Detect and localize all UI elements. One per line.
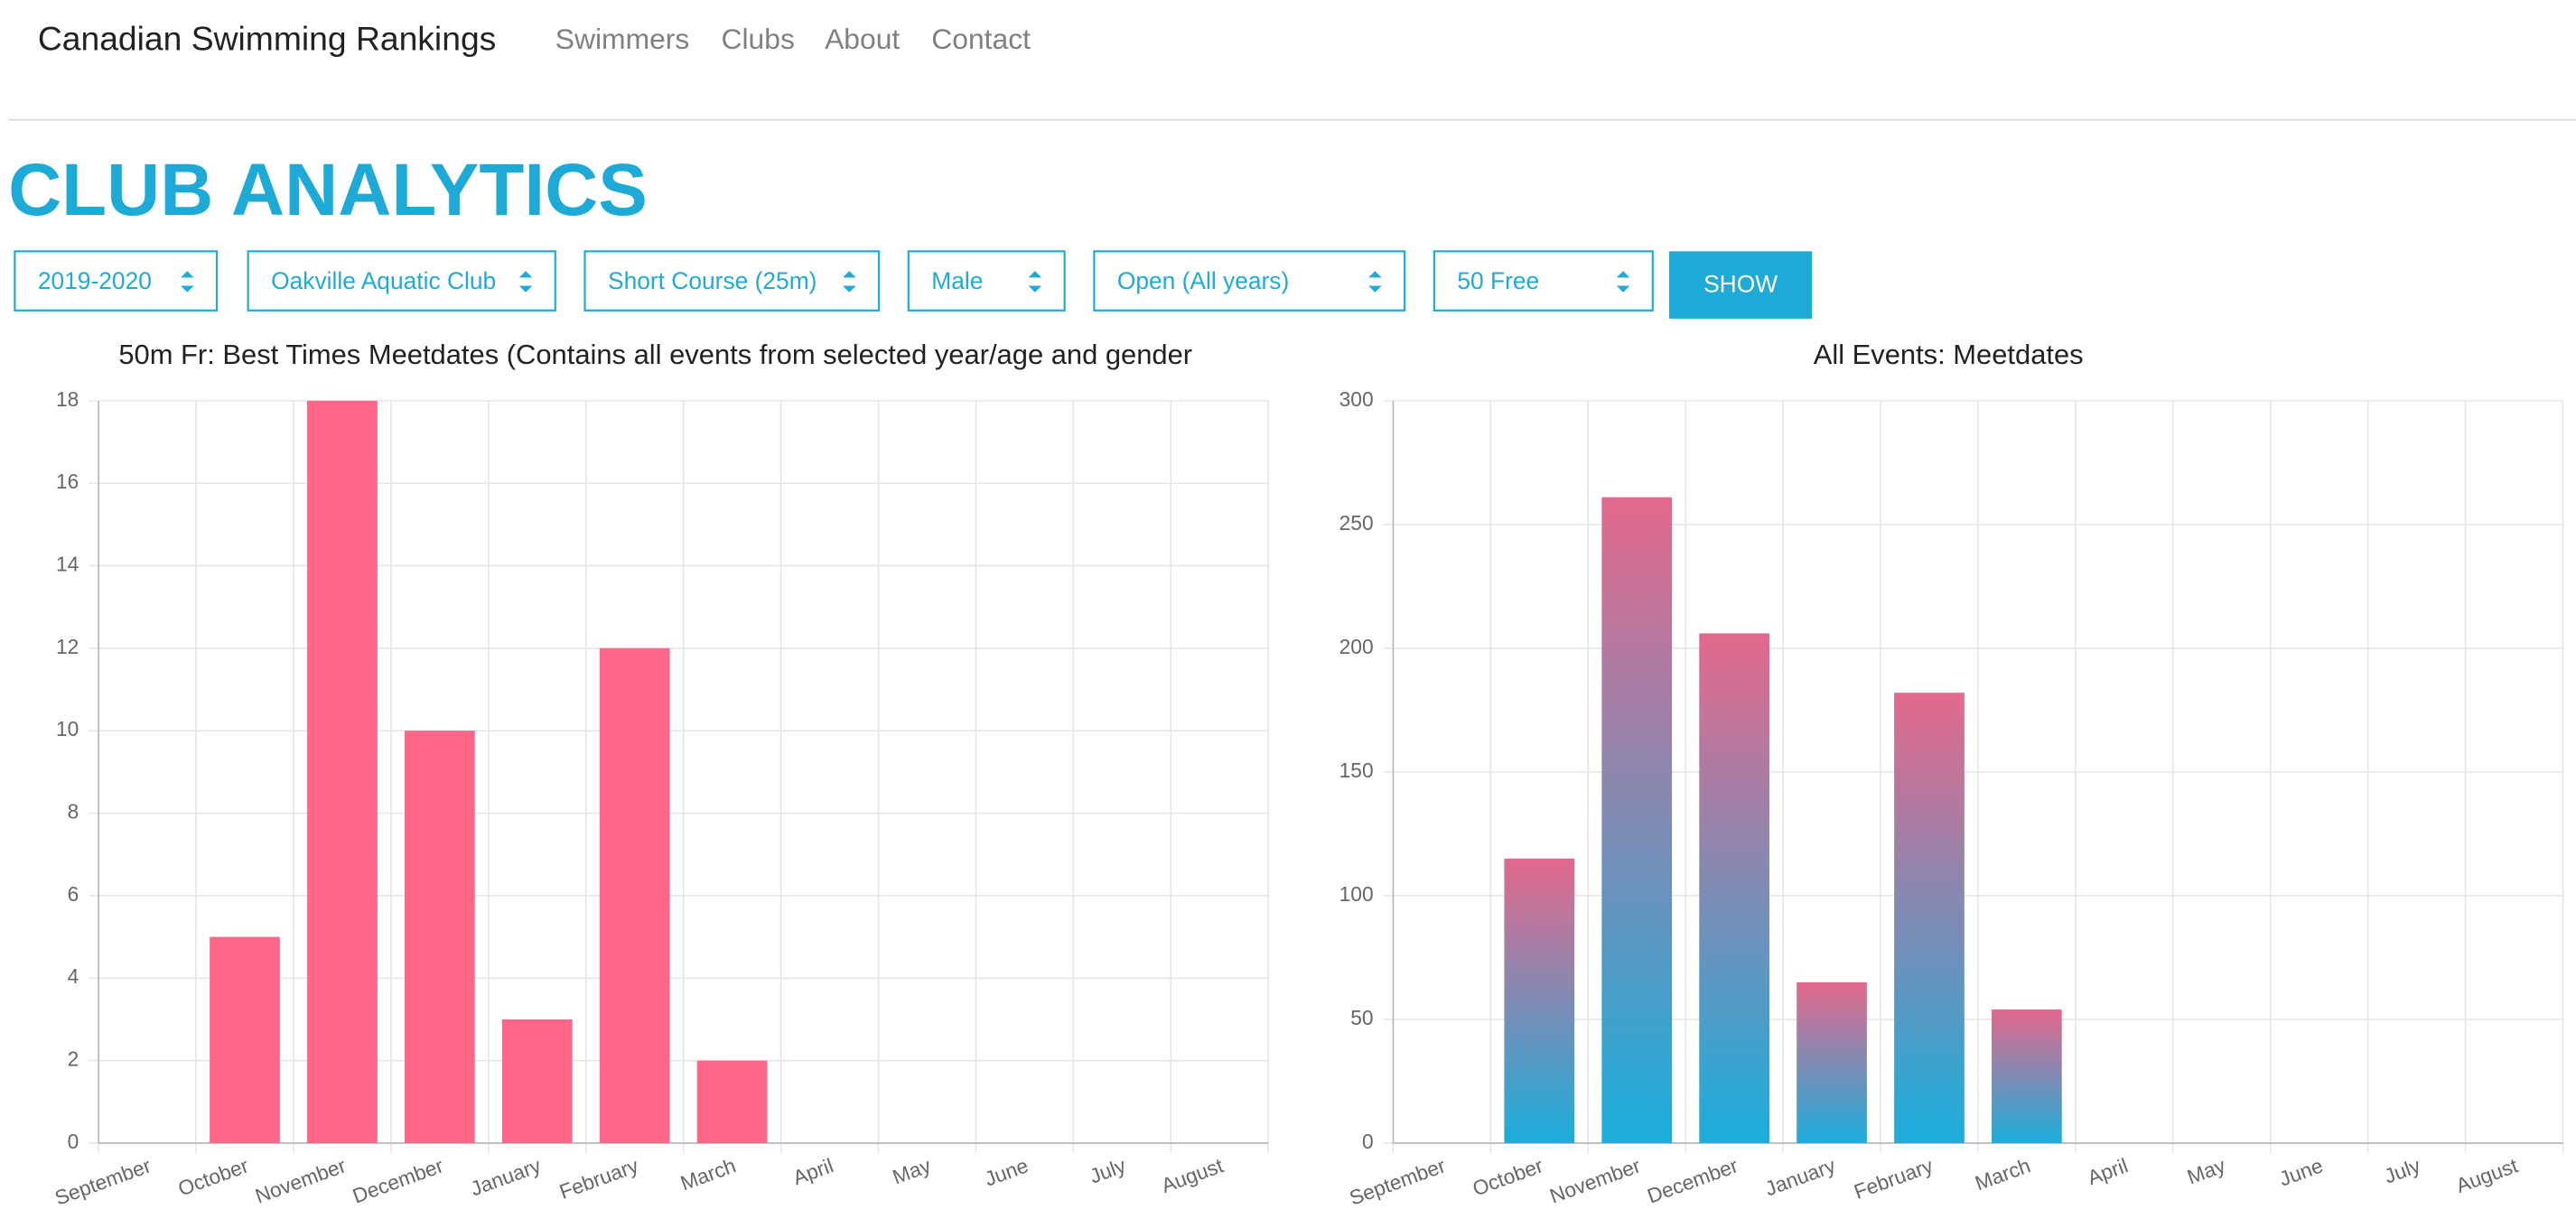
- page-title: CLUB ANALYTICS: [8, 149, 648, 231]
- select-value[interactable]: 2019-2020: [38, 267, 152, 294]
- y-tick-label: 16: [56, 470, 79, 493]
- x-tick-label: June: [982, 1153, 1031, 1190]
- x-tick-label: March: [1972, 1153, 2033, 1195]
- select-value[interactable]: Open (All years): [1117, 267, 1289, 294]
- nav-link[interactable]: Swimmers: [555, 23, 690, 55]
- x-tick-label: January: [1762, 1153, 1839, 1200]
- x-tick-label: July: [1087, 1153, 1129, 1187]
- x-tick-label: November: [1546, 1153, 1644, 1207]
- bar: [501, 1019, 573, 1143]
- select-value[interactable]: 50 Free: [1457, 267, 1539, 294]
- y-tick-label: 10: [56, 717, 79, 740]
- bar: [405, 730, 475, 1143]
- select-box[interactable]: [907, 250, 1066, 312]
- x-tick-label: October: [1470, 1153, 1546, 1200]
- bar: [1601, 497, 1673, 1143]
- x-tick-label: May: [890, 1153, 935, 1188]
- x-tick-label: August: [1158, 1153, 1227, 1197]
- brand[interactable]: Canadian Swimming Rankings: [38, 19, 496, 57]
- show-button-label[interactable]: SHOW: [1703, 270, 1778, 297]
- select-arrow: [181, 271, 194, 293]
- x-tick-label: September: [1346, 1153, 1449, 1210]
- x-tick-label: October: [175, 1153, 252, 1200]
- bar: [210, 936, 280, 1143]
- x-tick-label: August: [2453, 1153, 2522, 1197]
- y-tick-label: 0: [68, 1130, 79, 1153]
- nav-link[interactable]: Clubs: [721, 23, 794, 55]
- x-tick-label: March: [677, 1153, 739, 1195]
- x-tick-label: December: [1644, 1153, 1741, 1207]
- select-box[interactable]: [247, 250, 556, 312]
- bar: [599, 647, 670, 1143]
- y-tick-label: 8: [68, 800, 79, 824]
- select-box[interactable]: [1093, 250, 1406, 312]
- select-value[interactable]: Male: [931, 267, 983, 294]
- x-tick-label: January: [467, 1153, 544, 1200]
- y-tick-label: 4: [68, 964, 79, 988]
- y-tick-label: 2: [68, 1047, 79, 1071]
- x-tick-label: April: [789, 1153, 836, 1189]
- x-tick-label: May: [2184, 1153, 2229, 1188]
- select-value[interactable]: Short Course (25m): [608, 267, 817, 294]
- y-tick-label: 300: [1339, 387, 1374, 411]
- nav-link[interactable]: Contact: [931, 23, 1031, 55]
- x-tick-label: July: [2381, 1153, 2423, 1187]
- x-tick-label: April: [2085, 1153, 2132, 1189]
- select-value[interactable]: Oakville Aquatic Club: [271, 267, 496, 294]
- select-arrow: [1028, 271, 1042, 293]
- chart-title: All Events: Meetdates: [1814, 339, 2084, 370]
- select-box[interactable]: [14, 250, 219, 312]
- x-tick-label: February: [556, 1153, 642, 1204]
- select-arrow: [843, 271, 856, 293]
- bar: [696, 1060, 768, 1143]
- y-tick-label: 12: [56, 635, 79, 658]
- nav-link[interactable]: About: [825, 23, 900, 55]
- y-tick-label: 200: [1339, 635, 1374, 658]
- bar: [1699, 633, 1769, 1143]
- bar: [1894, 693, 1965, 1143]
- y-tick-label: 0: [1362, 1130, 1374, 1153]
- y-tick-label: 50: [1350, 1006, 1373, 1029]
- x-tick-label: September: [51, 1153, 154, 1210]
- select-arrow: [518, 271, 533, 293]
- x-tick-label: February: [1851, 1153, 1937, 1204]
- select-arrow: [1616, 271, 1630, 293]
- bar: [307, 400, 378, 1143]
- bar: [1992, 1009, 2062, 1143]
- y-tick-label: 150: [1339, 758, 1374, 782]
- y-tick-label: 250: [1339, 511, 1374, 535]
- show-button[interactable]: [1668, 251, 1813, 319]
- y-tick-label: 100: [1339, 882, 1374, 906]
- chart-title: 50m Fr: Best Times Meetdates (Contains a…: [118, 339, 1192, 370]
- y-tick-label: 18: [56, 387, 79, 411]
- bar: [1504, 858, 1575, 1143]
- select-box[interactable]: [583, 250, 881, 312]
- x-tick-label: December: [350, 1153, 447, 1207]
- bar: [1797, 982, 1867, 1143]
- x-tick-label: June: [2276, 1153, 2326, 1190]
- select-arrow: [1368, 271, 1382, 293]
- y-tick-label: 6: [68, 882, 79, 906]
- y-tick-label: 14: [56, 553, 79, 576]
- x-tick-label: November: [252, 1153, 350, 1207]
- select-box[interactable]: [1433, 250, 1654, 312]
